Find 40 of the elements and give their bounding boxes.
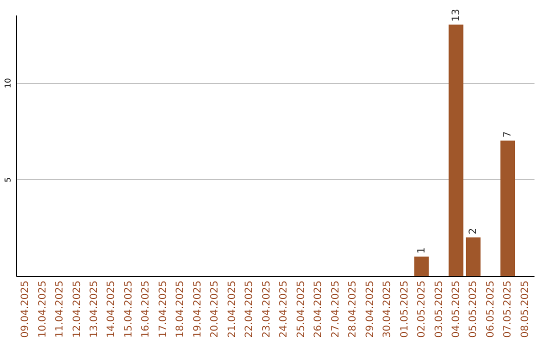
- x-tick-label: 17.04.2025: [158, 280, 169, 338]
- x-tick-label: 21.04.2025: [226, 280, 238, 338]
- data-label: 2: [468, 228, 480, 234]
- x-tick-label: 02.05.2025: [416, 280, 428, 338]
- x-tick-label: 01.05.2025: [399, 280, 410, 338]
- x-tick-label: 13.04.2025: [89, 280, 100, 338]
- x-tick-label: 07.05.2025: [502, 280, 514, 338]
- x-tick-label: 25.04.2025: [296, 280, 307, 338]
- data-label: 7: [502, 131, 514, 138]
- x-tick-label: 26.04.2025: [313, 280, 324, 338]
- bar: [414, 256, 429, 276]
- x-tick-label: 15.04.2025: [123, 280, 134, 338]
- x-tick-label: 05.05.2025: [468, 280, 480, 338]
- x-tick-label: 30.04.2025: [382, 280, 394, 338]
- x-tick-label: 11.04.2025: [54, 280, 66, 338]
- x-tick-label: 16.04.2025: [140, 280, 152, 338]
- bar: [500, 140, 516, 276]
- x-tick-label: 18.04.2025: [175, 280, 186, 338]
- y-tick-label: 10: [4, 78, 12, 88]
- x-tick-label: 24.04.2025: [278, 280, 290, 338]
- x-tick-label: 29.04.2025: [364, 280, 376, 338]
- x-tick-label: 04.05.2025: [451, 280, 462, 338]
- bar: [448, 24, 464, 276]
- x-tick-label: 08.05.2025: [520, 280, 531, 338]
- data-label: 1: [416, 247, 428, 254]
- x-tick-label: 10.04.2025: [37, 280, 48, 338]
- y-tick-label: 5: [4, 177, 12, 182]
- x-tick-label: 19.04.2025: [192, 280, 204, 338]
- x-tick-label: 22.04.2025: [244, 280, 256, 338]
- x-tick-label: 27.04.2025: [330, 280, 342, 338]
- x-tick-label: 28.04.2025: [348, 280, 359, 338]
- x-tick-label: 23.04.2025: [261, 280, 272, 338]
- x-tick-label: 14.04.2025: [106, 280, 118, 338]
- x-tick-label: 12.04.2025: [72, 280, 83, 338]
- data-label: 13: [451, 8, 462, 22]
- x-tick-label: 06.05.2025: [485, 280, 496, 338]
- bar: [466, 237, 481, 276]
- x-tick-label: 20.04.2025: [210, 280, 221, 338]
- x-tick-label: 03.05.2025: [434, 280, 445, 338]
- x-tick-label: 09.04.2025: [20, 280, 32, 338]
